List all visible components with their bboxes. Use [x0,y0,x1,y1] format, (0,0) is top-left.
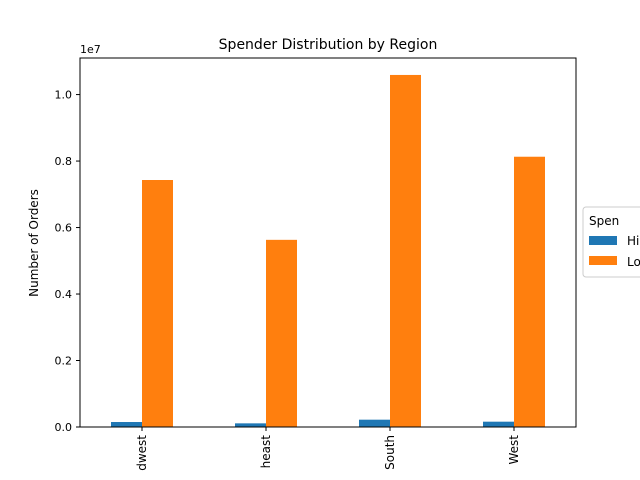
y-tick-label: 0.8 [55,155,73,168]
bar-lo-west [514,156,545,428]
y-tick-label: 0.4 [55,288,73,301]
y-multiplier-label: 1e7 [80,43,101,56]
y-tick-label: 1.0 [55,89,73,102]
legend-title: Spen [589,214,619,228]
y-ticks-group: 0.0 0.2 0.4 0.6 0.8 1.0 [55,89,80,434]
x-tick-label-west: West [507,435,521,465]
bar-lo-northeast [266,239,297,427]
bars-group [111,74,545,428]
legend-swatch-series-2 [589,256,617,265]
legend: Spen Hi Lo [582,206,640,278]
x-ticks-group: dwest heast South West [135,427,521,471]
x-tick-label-south: South [383,435,397,470]
y-tick-label: 0.2 [55,355,73,368]
plot-frame [79,57,577,428]
bar-hi-west [483,421,514,427]
y-axis-label: Number of Orders [27,189,41,297]
x-tick-label-northeast: heast [259,435,273,469]
bar-hi-midwest [111,422,142,427]
bar-hi-northeast [235,423,266,427]
chart-title: Spender Distribution by Region [219,37,438,53]
y-tick-label: 0.6 [55,222,73,235]
legend-swatch-series-1 [589,236,617,245]
legend-label-series-1: Hi [627,234,639,248]
x-tick-label-midwest: dwest [135,435,149,471]
y-tick-label: 0.0 [55,421,73,434]
bar-hi-south [359,419,390,427]
bar-lo-midwest [142,180,173,427]
bar-lo-south [390,74,421,428]
legend-label-series-2: Lo [627,255,640,269]
